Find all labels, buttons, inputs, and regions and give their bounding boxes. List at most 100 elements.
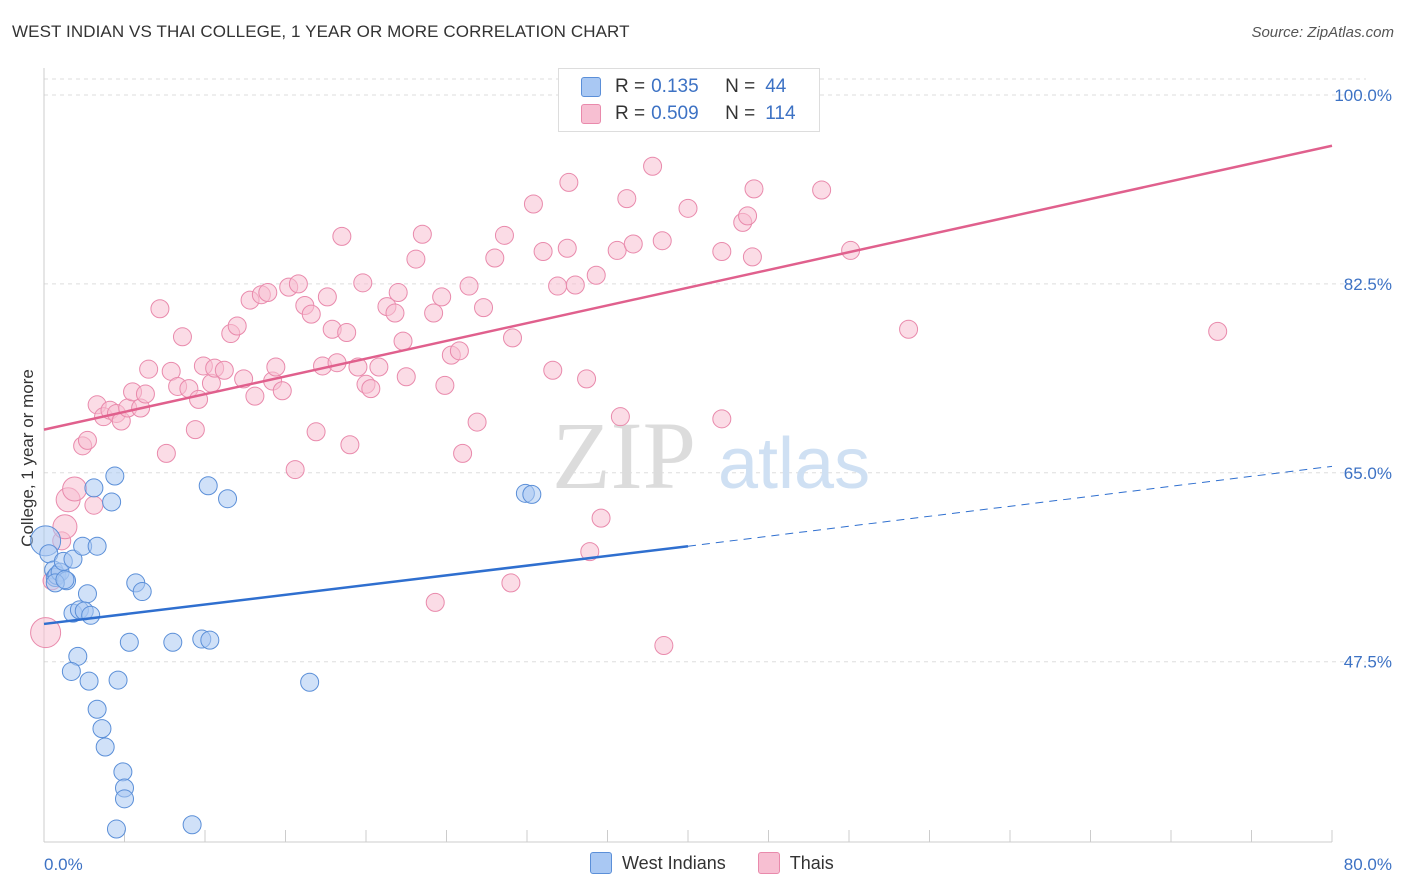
thais-point xyxy=(557,238,577,258)
thais-point xyxy=(332,226,352,246)
thais-point xyxy=(288,274,308,294)
thais-point xyxy=(503,328,523,348)
thais-point xyxy=(577,369,597,389)
west-indians-trend-line xyxy=(43,544,689,626)
west-indians-point xyxy=(113,762,133,782)
thais-point xyxy=(245,386,265,406)
trend-lines xyxy=(43,144,1333,626)
thais-point xyxy=(337,322,357,342)
west-indians-point xyxy=(218,489,238,509)
r-value: 0.509 xyxy=(651,103,699,124)
thais-point xyxy=(543,360,563,380)
thais-point xyxy=(607,240,627,260)
thais-point xyxy=(712,409,732,429)
thais-point xyxy=(150,299,170,319)
thais-point xyxy=(559,172,579,192)
thais-point xyxy=(617,189,637,209)
thais-point xyxy=(533,242,553,262)
west-indians-point xyxy=(182,815,202,835)
thais-point xyxy=(654,636,674,656)
thais-point xyxy=(623,234,643,254)
thais-legend-label: Thais xyxy=(789,852,834,873)
west-indians-point xyxy=(87,699,107,719)
thais-point xyxy=(424,303,444,323)
west-indians-point xyxy=(55,570,75,590)
thais-point xyxy=(678,198,698,218)
thais-point xyxy=(266,357,286,377)
thais-point xyxy=(156,443,176,463)
x-tick-label-min: 0.0% xyxy=(44,855,83,874)
y-tick-label: 47.5% xyxy=(1344,653,1392,672)
thais-point xyxy=(548,276,568,296)
correlation-legend: R = 0.135 N = 44 R = 0.509 N = 114 xyxy=(558,68,820,132)
legend-item-thais: Thais xyxy=(757,852,834,874)
thais-point xyxy=(591,508,611,528)
n-value: 44 xyxy=(765,76,787,97)
west-indians-point xyxy=(95,737,115,757)
thais-legend-swatch xyxy=(757,852,780,874)
west-indians-point xyxy=(92,719,112,739)
thais-point xyxy=(523,194,543,214)
thais-point xyxy=(77,430,97,450)
west-indians-legend-label: West Indians xyxy=(622,852,726,873)
thais-point xyxy=(84,495,104,515)
thais-point xyxy=(459,276,479,296)
thais-point xyxy=(453,443,473,463)
x-tick-labels: 0.0% 80.0% xyxy=(44,855,1392,874)
thais-point xyxy=(738,206,758,226)
west-indians-point xyxy=(106,819,126,839)
thais-point xyxy=(214,360,234,380)
thais-point xyxy=(652,231,672,251)
thais-point xyxy=(742,247,762,267)
thais-point xyxy=(449,341,469,361)
west-indians-point xyxy=(163,632,183,652)
n-value: 114 xyxy=(765,103,796,124)
thais-point xyxy=(185,420,205,440)
thais-point xyxy=(412,224,432,244)
west-indians-point xyxy=(132,582,152,602)
thais-swatch xyxy=(581,104,601,124)
y-tick-label: 65.0% xyxy=(1344,464,1392,483)
n-label: N = xyxy=(725,103,756,124)
thais-point xyxy=(227,316,247,336)
west-indians-point xyxy=(87,536,107,556)
west-indians-trend-extension xyxy=(687,465,1333,547)
thais-point xyxy=(485,248,505,268)
thais-point xyxy=(643,156,663,176)
west-indians-point xyxy=(119,632,139,652)
thais-point xyxy=(396,367,416,387)
thais-point xyxy=(474,298,494,318)
thais-point xyxy=(369,357,389,377)
west-indians-points xyxy=(30,466,542,839)
thais-point xyxy=(306,422,326,442)
x-tick-label-max: 80.0% xyxy=(1344,855,1392,874)
west-indians-point xyxy=(79,671,99,691)
source-credit: Source: ZipAtlas.com xyxy=(1251,24,1394,41)
thais-point xyxy=(580,542,600,562)
west-indians-point xyxy=(81,605,101,625)
west-indians-point xyxy=(300,672,320,692)
n-label: N = xyxy=(725,76,756,97)
thais-point xyxy=(435,375,455,395)
thais-point xyxy=(52,514,78,540)
thais-point xyxy=(317,287,337,307)
thais-point xyxy=(565,275,585,295)
thais-point xyxy=(494,225,514,245)
thais-point xyxy=(135,384,155,404)
thais-trend-line xyxy=(43,144,1333,431)
legend-row-west-indians: R = 0.135 N = 44 xyxy=(581,73,786,101)
thais-point xyxy=(744,179,764,199)
y-tick-labels: 47.5% 65.0% 82.5% 100.0% xyxy=(1334,86,1392,672)
r-value: 0.135 xyxy=(651,76,699,97)
west-indians-point xyxy=(108,670,128,690)
west-indians-point xyxy=(200,630,220,650)
thais-point xyxy=(258,283,278,303)
thais-point xyxy=(425,592,445,612)
west-indians-legend-swatch xyxy=(590,852,612,874)
watermark-atlas: atlas xyxy=(718,424,870,504)
thais-point xyxy=(501,573,521,593)
west-indians-point xyxy=(61,661,81,681)
thais-point xyxy=(361,379,381,399)
thais-point xyxy=(712,242,732,262)
